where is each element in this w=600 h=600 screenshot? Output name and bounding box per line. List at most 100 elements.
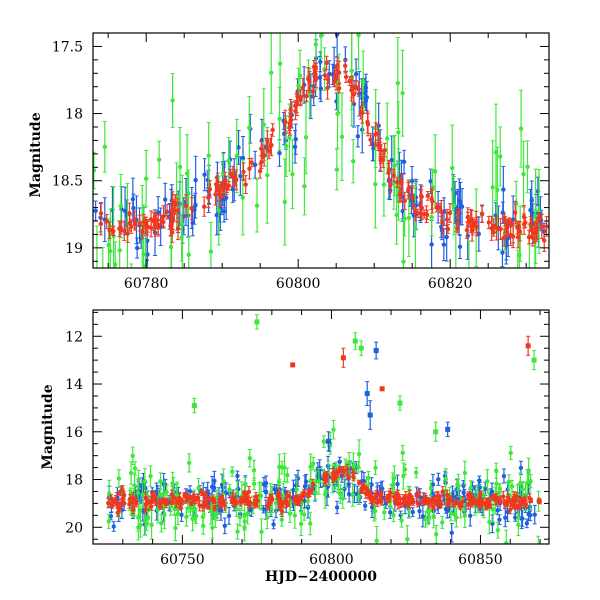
- data-point-green: [158, 472, 163, 491]
- data-point-red: [408, 494, 413, 502]
- data-point-green: [277, 453, 282, 480]
- top-axes: 60780 60800 60820 17.5 18 18.5 19: [52, 32, 550, 292]
- data-point-green: [401, 219, 406, 268]
- series-red: [98, 55, 549, 252]
- data-point-green: [384, 102, 390, 175]
- data-point-green: [108, 208, 113, 268]
- data-point-red: [360, 102, 365, 124]
- data-point-red: [257, 163, 263, 179]
- data-point-red: [468, 208, 473, 234]
- data-point-green: [392, 465, 397, 491]
- data-point-green: [432, 134, 438, 209]
- data-point-red: [215, 172, 220, 192]
- data-point-red: [213, 183, 218, 206]
- data-point-green: [428, 479, 434, 497]
- data-point-green: [402, 463, 408, 476]
- data-point-red: [519, 497, 525, 507]
- data-point-red: [400, 494, 406, 504]
- data-point-green: [316, 467, 322, 495]
- data-point-green: [405, 525, 410, 544]
- data-point-red: [478, 491, 483, 496]
- data-point-red: [241, 162, 246, 182]
- data-point-blue: [334, 500, 340, 515]
- data-point-red: [310, 84, 316, 99]
- data-point-red: [313, 68, 319, 89]
- data-point-red: [241, 490, 247, 496]
- data-point-blue: [334, 33, 340, 58]
- data-point-green: [395, 36, 401, 130]
- data-point-green: [242, 513, 247, 542]
- data-point-green: [382, 505, 387, 520]
- data-point-green: [331, 419, 336, 440]
- data-point-green: [221, 468, 226, 495]
- data-point-red: [261, 144, 267, 167]
- data-point-red: [220, 181, 226, 198]
- data-point-green: [504, 529, 509, 544]
- data-point-red: [347, 76, 352, 86]
- data-point-red: [177, 493, 182, 504]
- data-point-red: [529, 218, 534, 236]
- bottom-x-axis-label: HJD−2400000: [265, 569, 377, 585]
- data-point-green: [145, 510, 151, 524]
- data-point-red: [479, 204, 485, 223]
- data-point-green: [106, 513, 111, 529]
- data-point-red: [234, 499, 239, 506]
- outlier-point-green: [358, 340, 364, 356]
- top-plot-area: [93, 33, 549, 369]
- data-point-green: [143, 150, 149, 208]
- data-point-red: [165, 497, 170, 505]
- data-point-red: [335, 57, 340, 74]
- data-point-red: [307, 488, 312, 497]
- data-point-green: [208, 221, 214, 268]
- data-point-red: [322, 70, 328, 81]
- data-point-red: [494, 493, 499, 505]
- data-point-green: [474, 284, 478, 333]
- data-point-red: [539, 213, 545, 240]
- bottom-plot-frame: [92, 309, 550, 545]
- data-point-green: [96, 286, 100, 358]
- data-point-red: [373, 122, 378, 147]
- data-point-green: [381, 152, 387, 217]
- data-point-red: [243, 175, 248, 195]
- data-point-red: [169, 499, 175, 505]
- data-point-blue: [420, 505, 426, 528]
- data-point-green: [374, 525, 379, 544]
- data-point-green: [259, 518, 264, 544]
- data-point-green: [251, 459, 257, 481]
- data-point-red: [494, 215, 499, 241]
- data-point-red: [502, 215, 507, 227]
- data-point-green: [536, 535, 541, 544]
- data-point-red: [440, 486, 445, 498]
- data-point-green: [93, 151, 97, 189]
- outlier-point-blue: [325, 431, 331, 452]
- data-point-red: [118, 221, 123, 235]
- data-point-green: [214, 489, 220, 505]
- data-point-red: [413, 203, 418, 222]
- data-point-green: [193, 287, 197, 369]
- data-point-blue: [449, 523, 454, 543]
- data-point-red: [247, 157, 252, 180]
- data-point-red: [283, 109, 288, 135]
- data-point-green: [130, 446, 135, 465]
- data-point-red: [368, 133, 373, 147]
- data-point-green: [184, 507, 189, 527]
- data-point-red: [248, 496, 253, 509]
- data-point-red: [203, 491, 209, 501]
- data-point-blue: [457, 234, 463, 260]
- data-point-red: [106, 498, 111, 509]
- data-point-red: [474, 216, 480, 237]
- data-point-blue: [519, 508, 524, 530]
- data-point-red: [434, 202, 439, 213]
- outlier-point-red: [290, 362, 296, 368]
- data-point-red: [455, 224, 460, 234]
- data-point-red: [350, 469, 356, 477]
- data-point-green: [521, 140, 526, 208]
- data-point-green: [487, 509, 492, 535]
- data-point-blue: [238, 156, 243, 196]
- outlier-point-blue: [367, 400, 373, 430]
- data-point-green: [285, 467, 290, 483]
- data-point-red: [394, 495, 399, 506]
- data-point-red: [468, 492, 473, 499]
- data-point-red: [469, 499, 475, 508]
- data-point-red: [298, 89, 303, 107]
